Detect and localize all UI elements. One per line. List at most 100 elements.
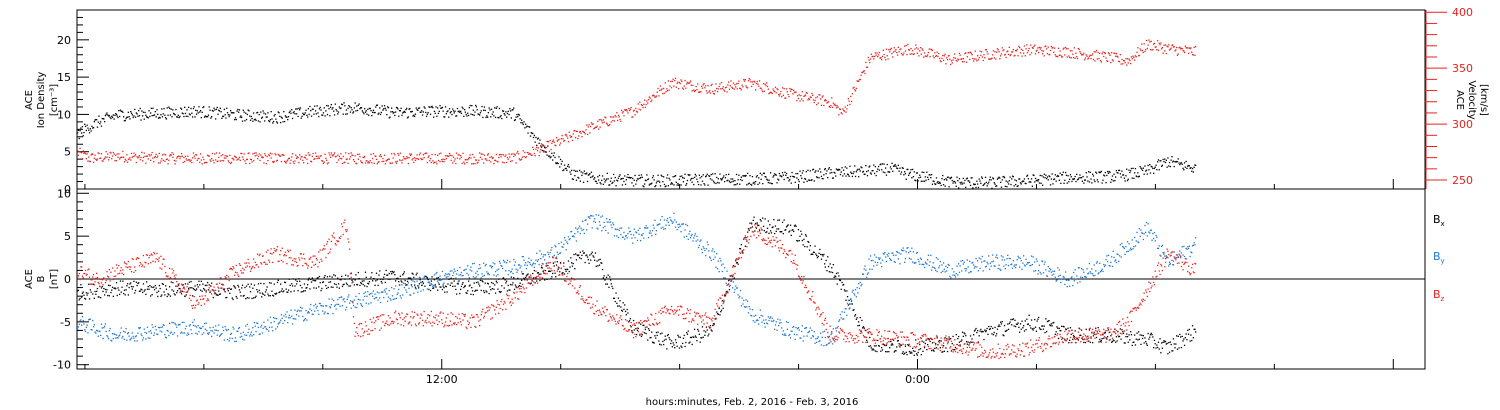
bx-series-point [1043, 325, 1045, 327]
by-series-point [570, 231, 572, 233]
by-series-point [183, 321, 185, 324]
velocity-series-point [983, 54, 985, 56]
velocity-series-point [429, 160, 431, 162]
velocity-series-point [465, 159, 467, 161]
by-series-point [353, 299, 355, 301]
by-series-point [571, 230, 573, 233]
density-series-point [285, 116, 287, 118]
bx-series-point [406, 280, 409, 282]
bx-series-point [648, 329, 650, 331]
velocity-series-point [431, 153, 433, 156]
velocity-series-point [557, 139, 559, 141]
density-series-point [799, 170, 801, 172]
bx-series-point [403, 271, 405, 273]
bx-series-point [462, 282, 464, 284]
velocity-series-point [963, 61, 965, 63]
bx-series-point [946, 338, 948, 340]
density-series-point [961, 183, 964, 185]
bx-series-point [919, 343, 921, 346]
density-series-point [589, 173, 591, 175]
by-series-point [245, 325, 247, 327]
velocity-series-point [468, 156, 470, 159]
bx-series-point [383, 276, 385, 278]
density-series-point [809, 170, 811, 172]
bx-series-point [1128, 334, 1130, 336]
density-series-point [817, 170, 819, 172]
velocity-series-point [234, 155, 236, 157]
density-series-point [1116, 172, 1118, 174]
by-series-point [84, 330, 87, 333]
density-series-point [1144, 165, 1146, 167]
bx-series-point [547, 264, 549, 267]
velocity-series-point [461, 162, 463, 165]
bx-series-point [1121, 329, 1123, 331]
velocity-series-point [82, 150, 84, 152]
by-series-point [149, 337, 151, 339]
by-series-point [195, 332, 197, 334]
velocity-series-point [675, 86, 677, 88]
density-series-point [802, 170, 804, 172]
velocity-series-point [797, 97, 800, 100]
bx-series-point [686, 332, 688, 334]
density-series-point [1019, 182, 1022, 184]
velocity-series-point [487, 153, 489, 155]
by-series-point [167, 330, 169, 332]
bx-series-point [157, 295, 159, 298]
density-series-point [1172, 161, 1174, 163]
by-series-point [104, 323, 107, 325]
density-series-point [1174, 161, 1176, 163]
bx-series-point [198, 280, 200, 282]
density-series-point [601, 175, 604, 177]
density-series-point [923, 171, 925, 174]
by-series-point [169, 322, 171, 324]
velocity-series-point [669, 85, 671, 87]
velocity-series-point [245, 162, 247, 165]
by-series-point [581, 229, 583, 231]
velocity-series-point [1115, 55, 1117, 57]
velocity-series-point [375, 155, 377, 157]
by-series-point [278, 322, 280, 324]
velocity-series-point [1126, 64, 1128, 66]
density-series-point [577, 176, 579, 179]
by-series-point [349, 300, 352, 302]
velocity-series-point [540, 143, 543, 145]
velocity-series-point [913, 53, 915, 55]
velocity-series-point [1054, 54, 1056, 56]
velocity-series-point [368, 162, 371, 164]
by-series-point [448, 274, 451, 276]
density-series-point [241, 120, 244, 122]
bx-series-point [251, 297, 253, 300]
velocity-series-point [187, 155, 189, 157]
velocity-series-point [859, 78, 861, 81]
density-series-point [1173, 165, 1175, 168]
velocity-series-point [674, 77, 677, 79]
velocity-series-point [175, 160, 177, 162]
bx-series-point [1098, 341, 1100, 343]
bx-series-point [518, 285, 520, 287]
density-series-point [543, 150, 545, 152]
bx-series-point [1117, 331, 1119, 333]
density-series-point [894, 164, 896, 166]
bx-series-point [311, 277, 313, 279]
bx-series-point [109, 284, 111, 287]
bx-series-point [805, 235, 807, 237]
bx-series-point [916, 354, 918, 356]
bx-series-point [758, 224, 760, 226]
by-series-point [417, 291, 419, 293]
density-series-point [920, 180, 922, 182]
velocity-series-point [157, 155, 159, 157]
bx-series-point [1191, 325, 1194, 327]
bx-series-point [1042, 328, 1045, 330]
density-series-point [116, 115, 118, 117]
density-series-point [691, 181, 693, 183]
density-series-point [312, 108, 314, 110]
by-series-point [475, 276, 478, 278]
bx-series-point [689, 341, 691, 343]
bx-series-point [1026, 323, 1029, 325]
density-series-point [272, 120, 275, 123]
bx-series-point [379, 270, 381, 272]
density-series-point [272, 122, 274, 124]
velocity-series-point [612, 120, 614, 122]
velocity-series-point [1122, 63, 1124, 65]
bx-series-point [863, 327, 865, 329]
